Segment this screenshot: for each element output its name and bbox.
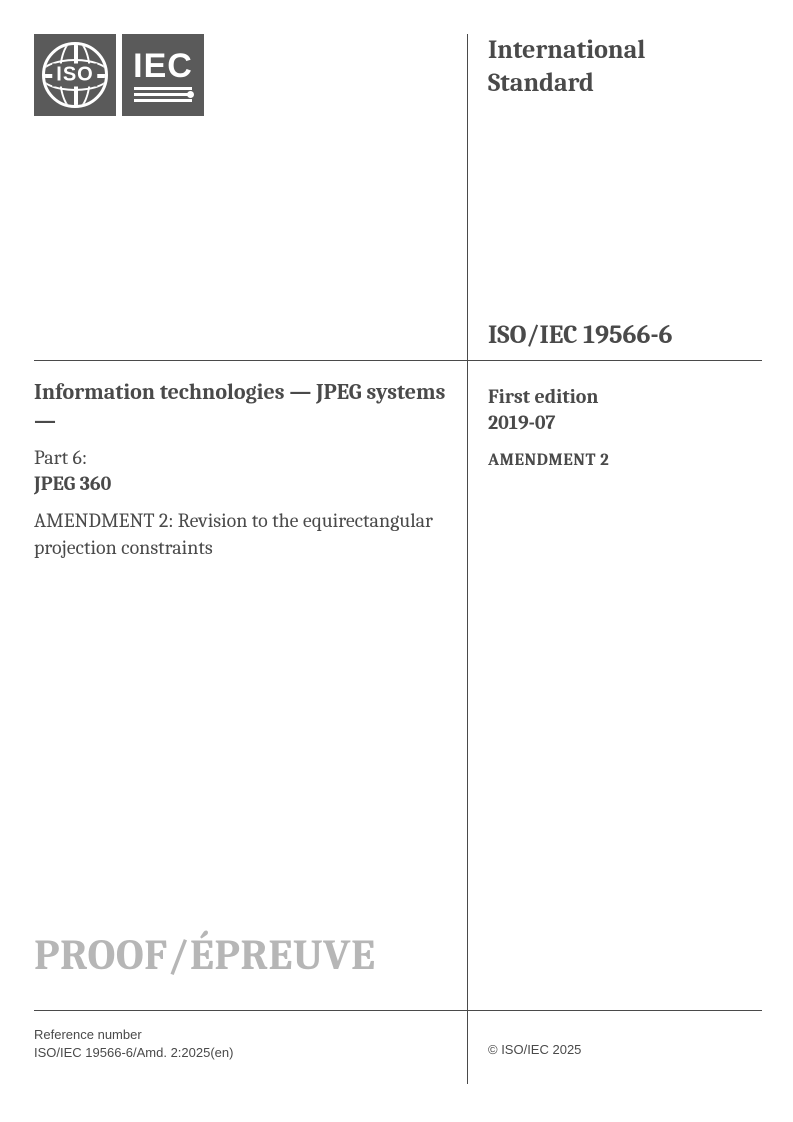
copyright-notice: © ISO/IEC 2025	[488, 1042, 581, 1057]
rule-right-bottom	[467, 1010, 762, 1011]
amendment-description: AMENDMENT 2: Revision to the equirectang…	[34, 507, 454, 561]
standard-cover-page: ISO IEC International Standard ISO/IEC 1…	[0, 0, 793, 1122]
iec-logo: IEC	[122, 34, 204, 116]
title-block: Information technologies — JPEG systems …	[34, 378, 454, 561]
iso-logo-label: ISO	[52, 64, 97, 87]
iso-logo: ISO	[34, 34, 116, 116]
reference-number: ISO/IEC 19566-6/Amd. 2:2025(en)	[34, 1044, 233, 1062]
edition-date: 2019-07	[488, 410, 609, 436]
amendment-label: AMENDMENT 2	[488, 450, 609, 472]
vertical-divider	[467, 34, 468, 1084]
standard-number: ISO/IEC 19566-6	[488, 320, 673, 350]
rule-left-top	[34, 360, 467, 361]
main-title: Information technologies — JPEG systems …	[34, 378, 454, 435]
reference-label: Reference number	[34, 1026, 233, 1044]
edition-block: First edition 2019-07 AMENDMENT 2	[488, 384, 609, 472]
org-logos: ISO IEC	[34, 34, 204, 116]
document-type-heading: International Standard	[488, 34, 645, 99]
part-name: JPEG 360	[34, 471, 454, 497]
rule-left-bottom	[34, 1010, 467, 1011]
document-type-line1: International	[488, 34, 645, 67]
part-label: Part 6:	[34, 445, 454, 471]
edition-label: First edition	[488, 384, 609, 410]
reference-block: Reference number ISO/IEC 19566-6/Amd. 2:…	[34, 1026, 233, 1062]
proof-watermark: PROOF/ÉPREUVE	[34, 930, 376, 980]
document-type-line2: Standard	[488, 67, 645, 100]
iec-lines-icon	[134, 87, 192, 102]
rule-right-top	[467, 360, 762, 361]
iec-logo-label: IEC	[133, 49, 193, 83]
